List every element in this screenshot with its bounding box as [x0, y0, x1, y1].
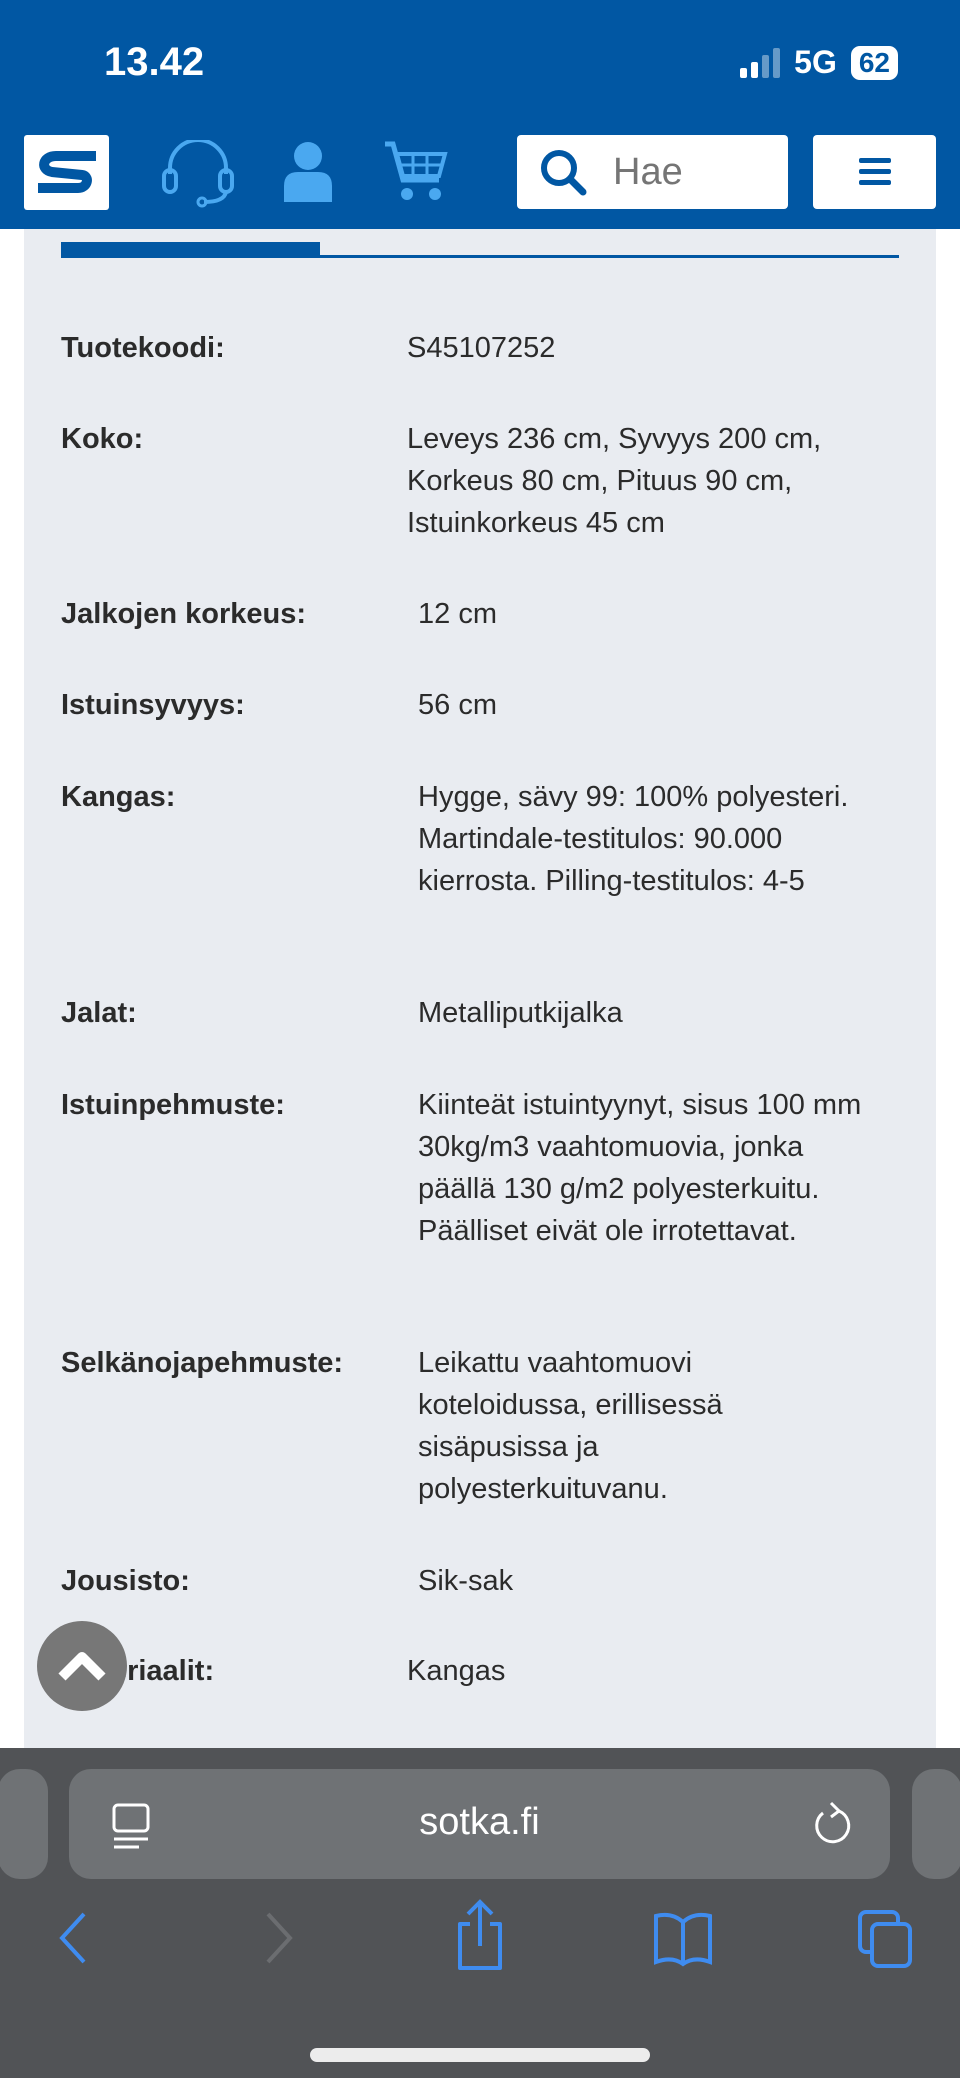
network-type: 5G — [794, 44, 837, 80]
menu-button[interactable] — [813, 135, 936, 209]
menu-icon — [858, 158, 891, 185]
user-icon[interactable] — [282, 140, 334, 207]
share-icon[interactable] — [452, 1898, 508, 1972]
status-time: 13.42 — [104, 40, 205, 84]
search-icon[interactable] — [539, 148, 587, 196]
sotka-logo[interactable] — [24, 135, 109, 210]
previous-tab-pill[interactable] — [0, 1769, 48, 1879]
reader-icon[interactable] — [111, 1803, 151, 1849]
search-input[interactable] — [613, 150, 763, 194]
site-header: 13.42 5G 62 — [0, 0, 960, 229]
headset-icon[interactable] — [158, 138, 238, 213]
cart-icon[interactable] — [383, 140, 449, 209]
active-tab-indicator[interactable] — [61, 242, 320, 255]
product-specs-panel: Tuotekoodi: S45107252 Koko: Leveys 236 cm,… — [24, 229, 936, 1749]
battery-icon: 62 — [850, 45, 898, 80]
scroll-to-top-button[interactable] — [37, 1621, 127, 1711]
reload-icon[interactable] — [809, 1799, 853, 1849]
tabs-icon[interactable] — [856, 1908, 914, 1970]
next-tab-pill[interactable] — [912, 1769, 960, 1879]
status-indicators: 5G 62 — [740, 44, 898, 81]
chevron-up-icon — [58, 1652, 106, 1681]
search-box[interactable] — [517, 135, 788, 209]
forward-icon[interactable] — [260, 1908, 300, 1968]
signal-icon — [740, 47, 781, 78]
tab-divider — [61, 255, 899, 258]
bookmarks-icon[interactable] — [652, 1908, 714, 1968]
url-text[interactable]: sotka.fi — [419, 1801, 540, 1843]
browser-toolbar: sotka.fi — [0, 1748, 960, 2078]
back-icon[interactable] — [52, 1908, 92, 1968]
home-indicator — [310, 2048, 650, 2062]
address-bar[interactable]: sotka.fi — [69, 1769, 890, 1879]
